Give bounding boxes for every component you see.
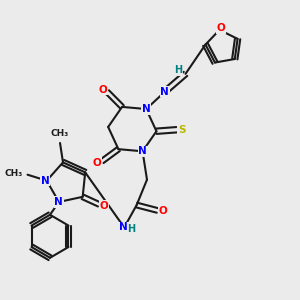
- Text: S: S: [178, 125, 186, 135]
- Text: H: H: [174, 65, 182, 75]
- Text: N: N: [119, 222, 128, 233]
- Text: O: O: [217, 23, 225, 33]
- Text: N: N: [160, 87, 169, 97]
- Text: O: O: [92, 158, 101, 168]
- Text: O: O: [158, 206, 167, 216]
- Text: N: N: [55, 197, 63, 207]
- Text: H: H: [128, 224, 136, 234]
- Text: O: O: [100, 201, 109, 211]
- Text: N: N: [41, 176, 50, 186]
- Text: CH₃: CH₃: [5, 169, 23, 178]
- Text: CH₃: CH₃: [51, 129, 69, 138]
- Text: N: N: [138, 146, 147, 156]
- Text: O: O: [98, 85, 107, 94]
- Text: N: N: [142, 104, 151, 114]
